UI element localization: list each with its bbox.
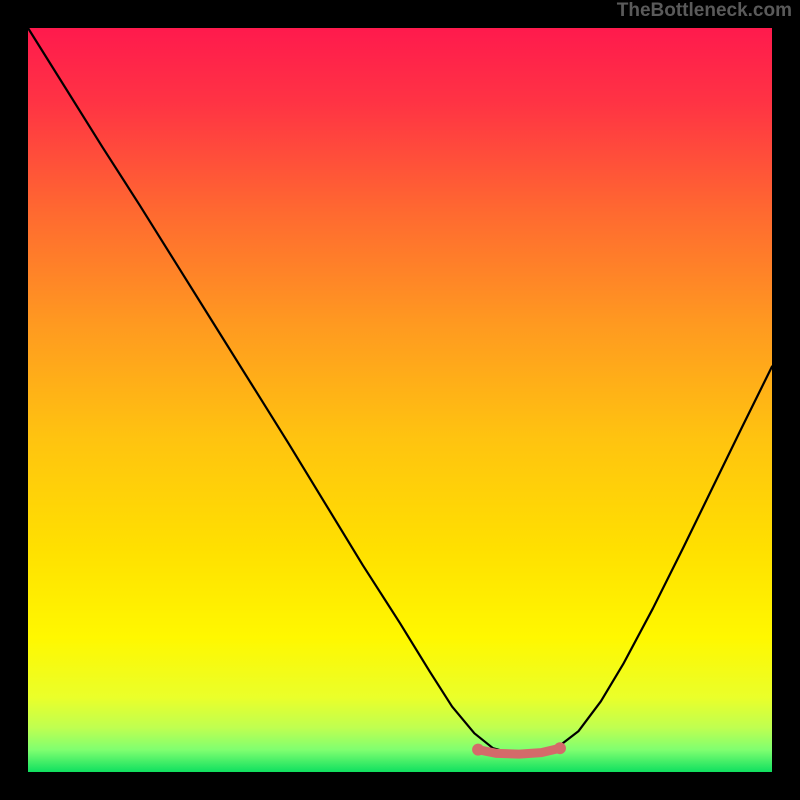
bottleneck-chart	[0, 0, 800, 800]
highlight-start-dot	[472, 744, 484, 756]
highlight-end-dot	[554, 742, 566, 754]
chart-stage: TheBottleneck.com	[0, 0, 800, 800]
plot-background	[28, 28, 772, 772]
attribution-label: TheBottleneck.com	[617, 0, 792, 22]
